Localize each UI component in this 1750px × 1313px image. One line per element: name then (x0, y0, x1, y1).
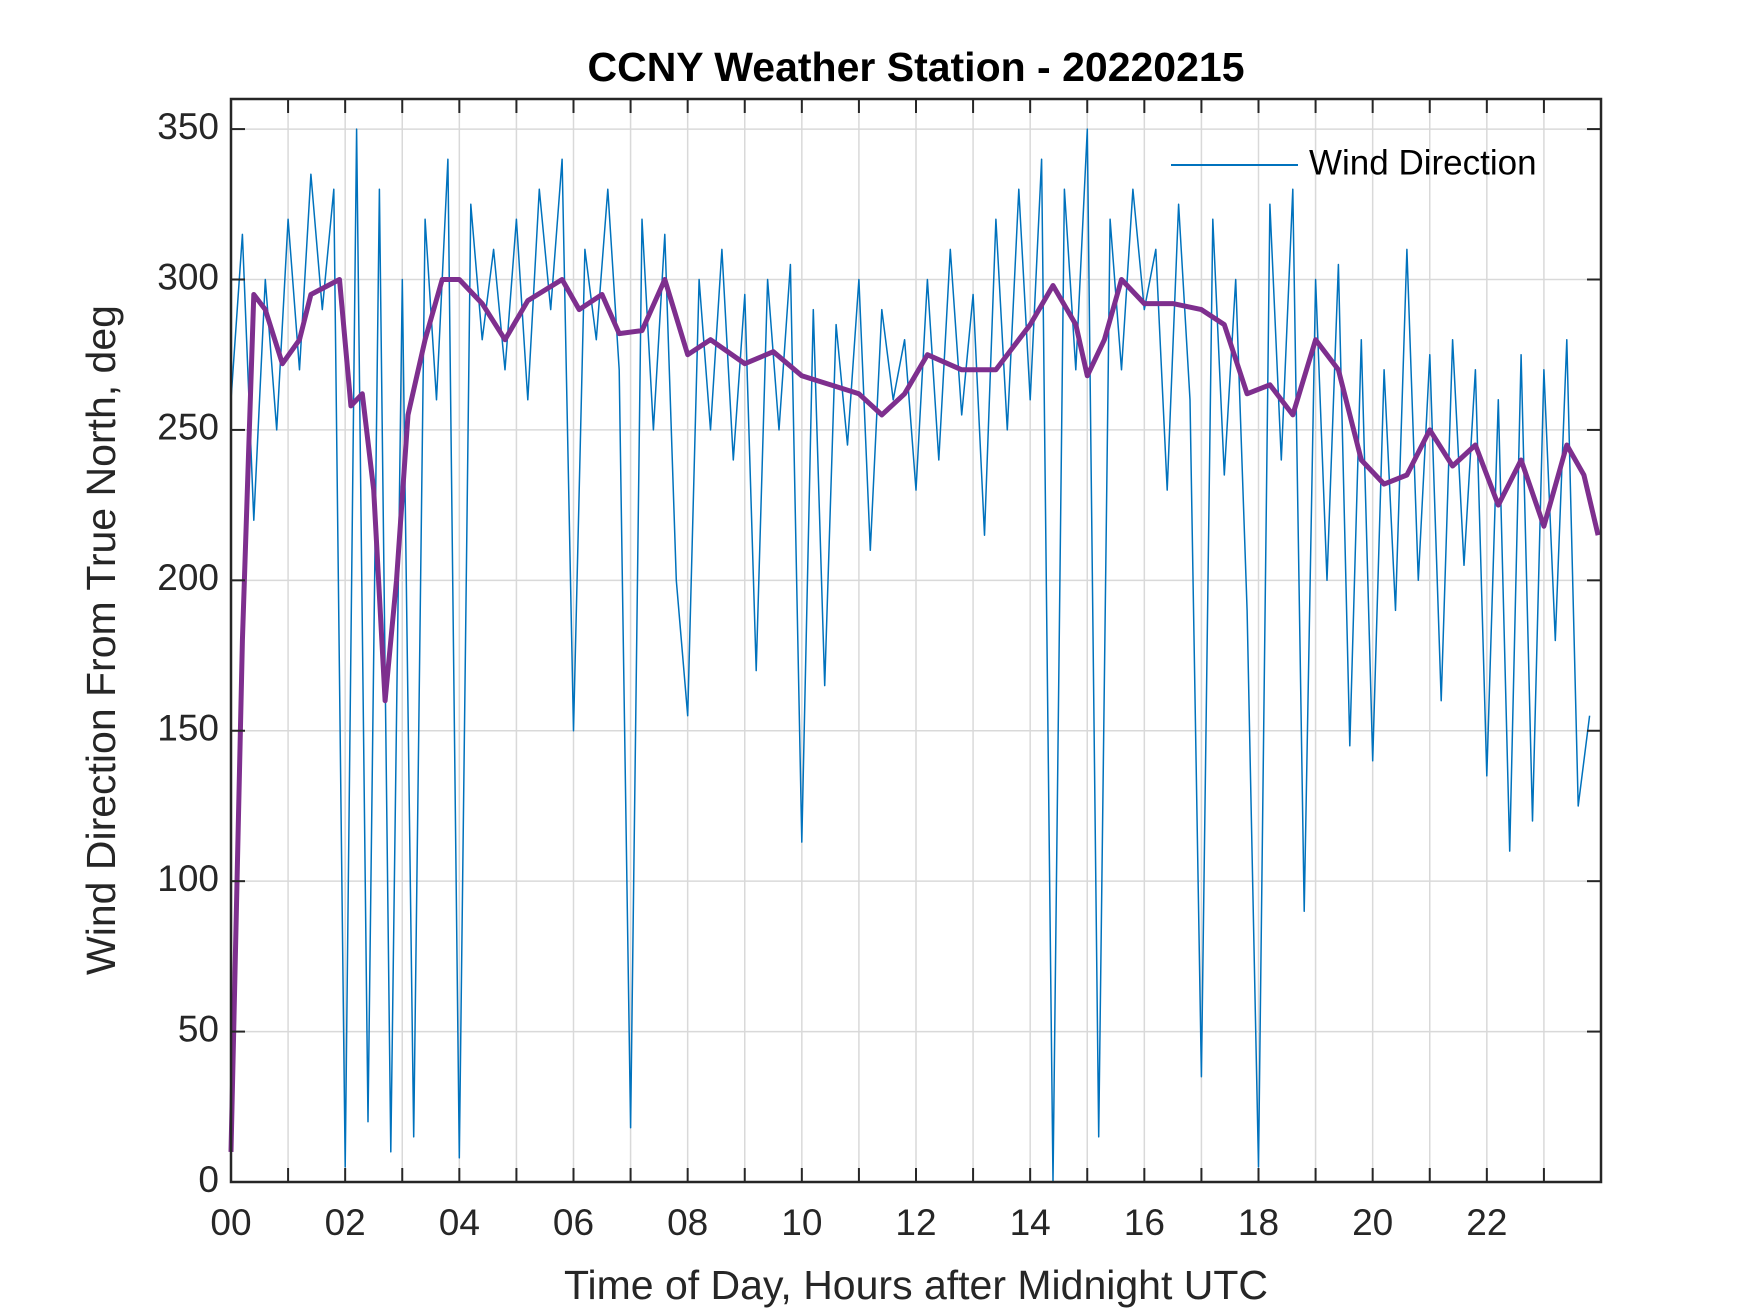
y-tick-label: 0 (198, 1159, 219, 1200)
x-tick-label: 16 (1124, 1202, 1165, 1243)
x-tick-label: 00 (210, 1202, 251, 1243)
x-tick-label: 18 (1238, 1202, 1279, 1243)
legend-label: Wind Direction (1309, 143, 1537, 182)
x-tick-label: 06 (553, 1202, 594, 1243)
x-tick-label: 14 (1010, 1202, 1051, 1243)
data-line (230, 128, 1591, 1183)
x-axis-label: Time of Day, Hours after Midnight UTC (564, 1262, 1268, 1308)
x-tick-label: 22 (1466, 1202, 1507, 1243)
y-tick-label: 300 (157, 256, 219, 297)
y-axis-label: Wind Direction From True North, deg (78, 305, 124, 975)
x-tick-label: 10 (781, 1202, 822, 1243)
y-tick-label: 200 (157, 557, 219, 598)
x-tick-label: 20 (1352, 1202, 1393, 1243)
y-tick-label: 150 (157, 708, 219, 749)
y-tick-label: 100 (157, 858, 219, 899)
y-tick-label: 50 (178, 1008, 219, 1049)
x-tick-label: 08 (667, 1202, 708, 1243)
x-tick-label: 02 (325, 1202, 366, 1243)
x-tick-label: 04 (439, 1202, 480, 1243)
chart-title: CCNY Weather Station - 20220215 (587, 44, 1244, 90)
y-tick-label: 250 (157, 407, 219, 448)
data-line (228, 277, 1601, 1152)
y-tick-label: 350 (157, 106, 219, 147)
x-tick-label: 12 (895, 1202, 936, 1243)
